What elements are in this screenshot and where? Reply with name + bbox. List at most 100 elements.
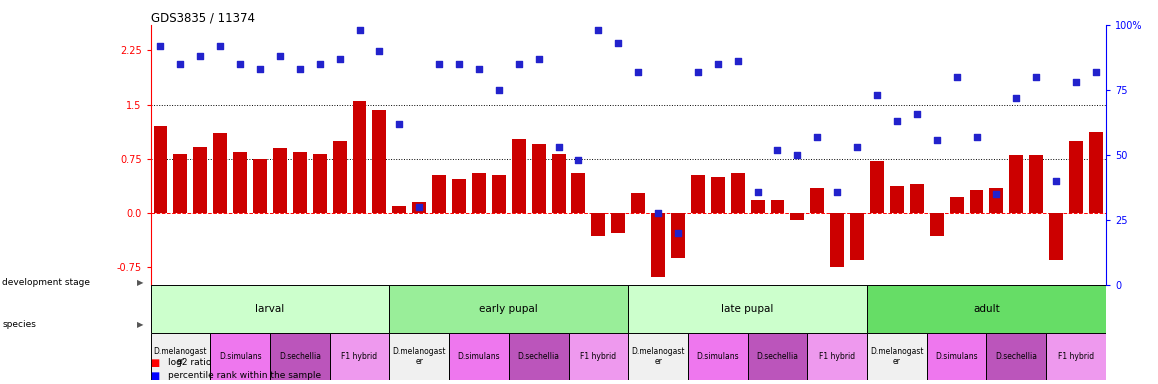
Point [490,87,508,93]
Bar [270,333,330,380]
Text: ■: ■ [151,358,160,368]
Bar [989,188,1003,213]
Bar [193,147,207,213]
Bar [254,159,267,213]
Bar [512,139,526,213]
Text: GDS3835 / 11374: GDS3835 / 11374 [151,12,255,25]
Bar [891,185,904,213]
Point [668,230,687,237]
Bar [631,193,645,213]
Point [430,61,448,67]
Bar [870,161,884,213]
Text: late pupal: late pupal [721,304,774,314]
Bar [1029,155,1043,213]
Point [709,61,727,67]
Point [789,152,807,158]
Text: development stage: development stage [2,278,90,287]
Text: D.sechellia: D.sechellia [996,352,1038,361]
Bar [1089,132,1102,213]
Text: ▶: ▶ [137,320,144,329]
Text: D.melanogast
er: D.melanogast er [393,347,446,366]
Bar [1046,333,1106,380]
Bar [850,213,864,260]
Bar [592,213,606,236]
Point [648,209,667,215]
Point [449,61,468,67]
Text: adult: adult [973,304,999,314]
Text: F1 hybrid: F1 hybrid [1058,352,1094,361]
Text: D.simulans: D.simulans [219,352,262,361]
Text: species: species [2,320,36,329]
Bar [213,134,227,213]
Point [748,189,767,195]
Bar [332,141,346,213]
Point [828,189,846,195]
Bar [731,173,745,213]
Bar [313,154,327,213]
Bar [611,213,625,233]
Point [390,121,409,127]
Point [589,27,608,33]
Bar [930,213,944,236]
Bar [950,197,963,213]
Bar [688,333,748,380]
Bar [154,126,168,213]
Bar [830,213,844,267]
Point [152,43,170,49]
Text: log2 ratio: log2 ratio [168,358,211,367]
Point [291,66,309,72]
Point [1027,74,1046,80]
Bar [987,333,1046,380]
Bar [969,190,983,213]
Text: D.sechellia: D.sechellia [279,352,321,361]
Point [808,134,827,140]
Bar [670,213,684,258]
Bar [1049,213,1063,260]
Text: larval: larval [255,304,285,314]
Bar [1069,141,1083,213]
Point [271,53,290,59]
Text: D.simulans: D.simulans [696,352,739,361]
Bar [532,144,545,213]
Text: F1 hybrid: F1 hybrid [580,352,616,361]
Bar [151,285,389,333]
Point [350,27,368,33]
Bar [628,333,688,380]
Point [330,56,349,62]
Bar [393,206,406,213]
Point [410,204,428,210]
Bar [748,333,807,380]
Point [1047,178,1065,184]
Point [529,56,548,62]
Bar [452,179,466,213]
Bar [389,285,628,333]
Bar [691,175,705,213]
Bar [273,148,287,213]
Text: D.melanogast
er: D.melanogast er [631,347,684,366]
Bar [711,177,725,213]
Bar [750,200,764,213]
Point [211,43,229,49]
Bar [508,333,569,380]
Point [609,40,628,46]
Point [371,48,389,54]
Bar [389,333,449,380]
Point [848,144,866,151]
Bar [174,154,188,213]
Text: early pupal: early pupal [479,304,538,314]
Text: D.simulans: D.simulans [457,352,500,361]
Bar [373,110,387,213]
Point [867,92,886,98]
Bar [770,200,784,213]
Point [230,61,249,67]
Text: D.melanogast
er: D.melanogast er [154,347,207,366]
Bar [151,333,211,380]
Bar [791,213,805,220]
Point [629,69,647,75]
Point [570,157,588,164]
Bar [492,175,506,213]
Bar [551,154,565,213]
Point [928,136,946,142]
Bar [807,333,867,380]
Point [888,118,907,124]
